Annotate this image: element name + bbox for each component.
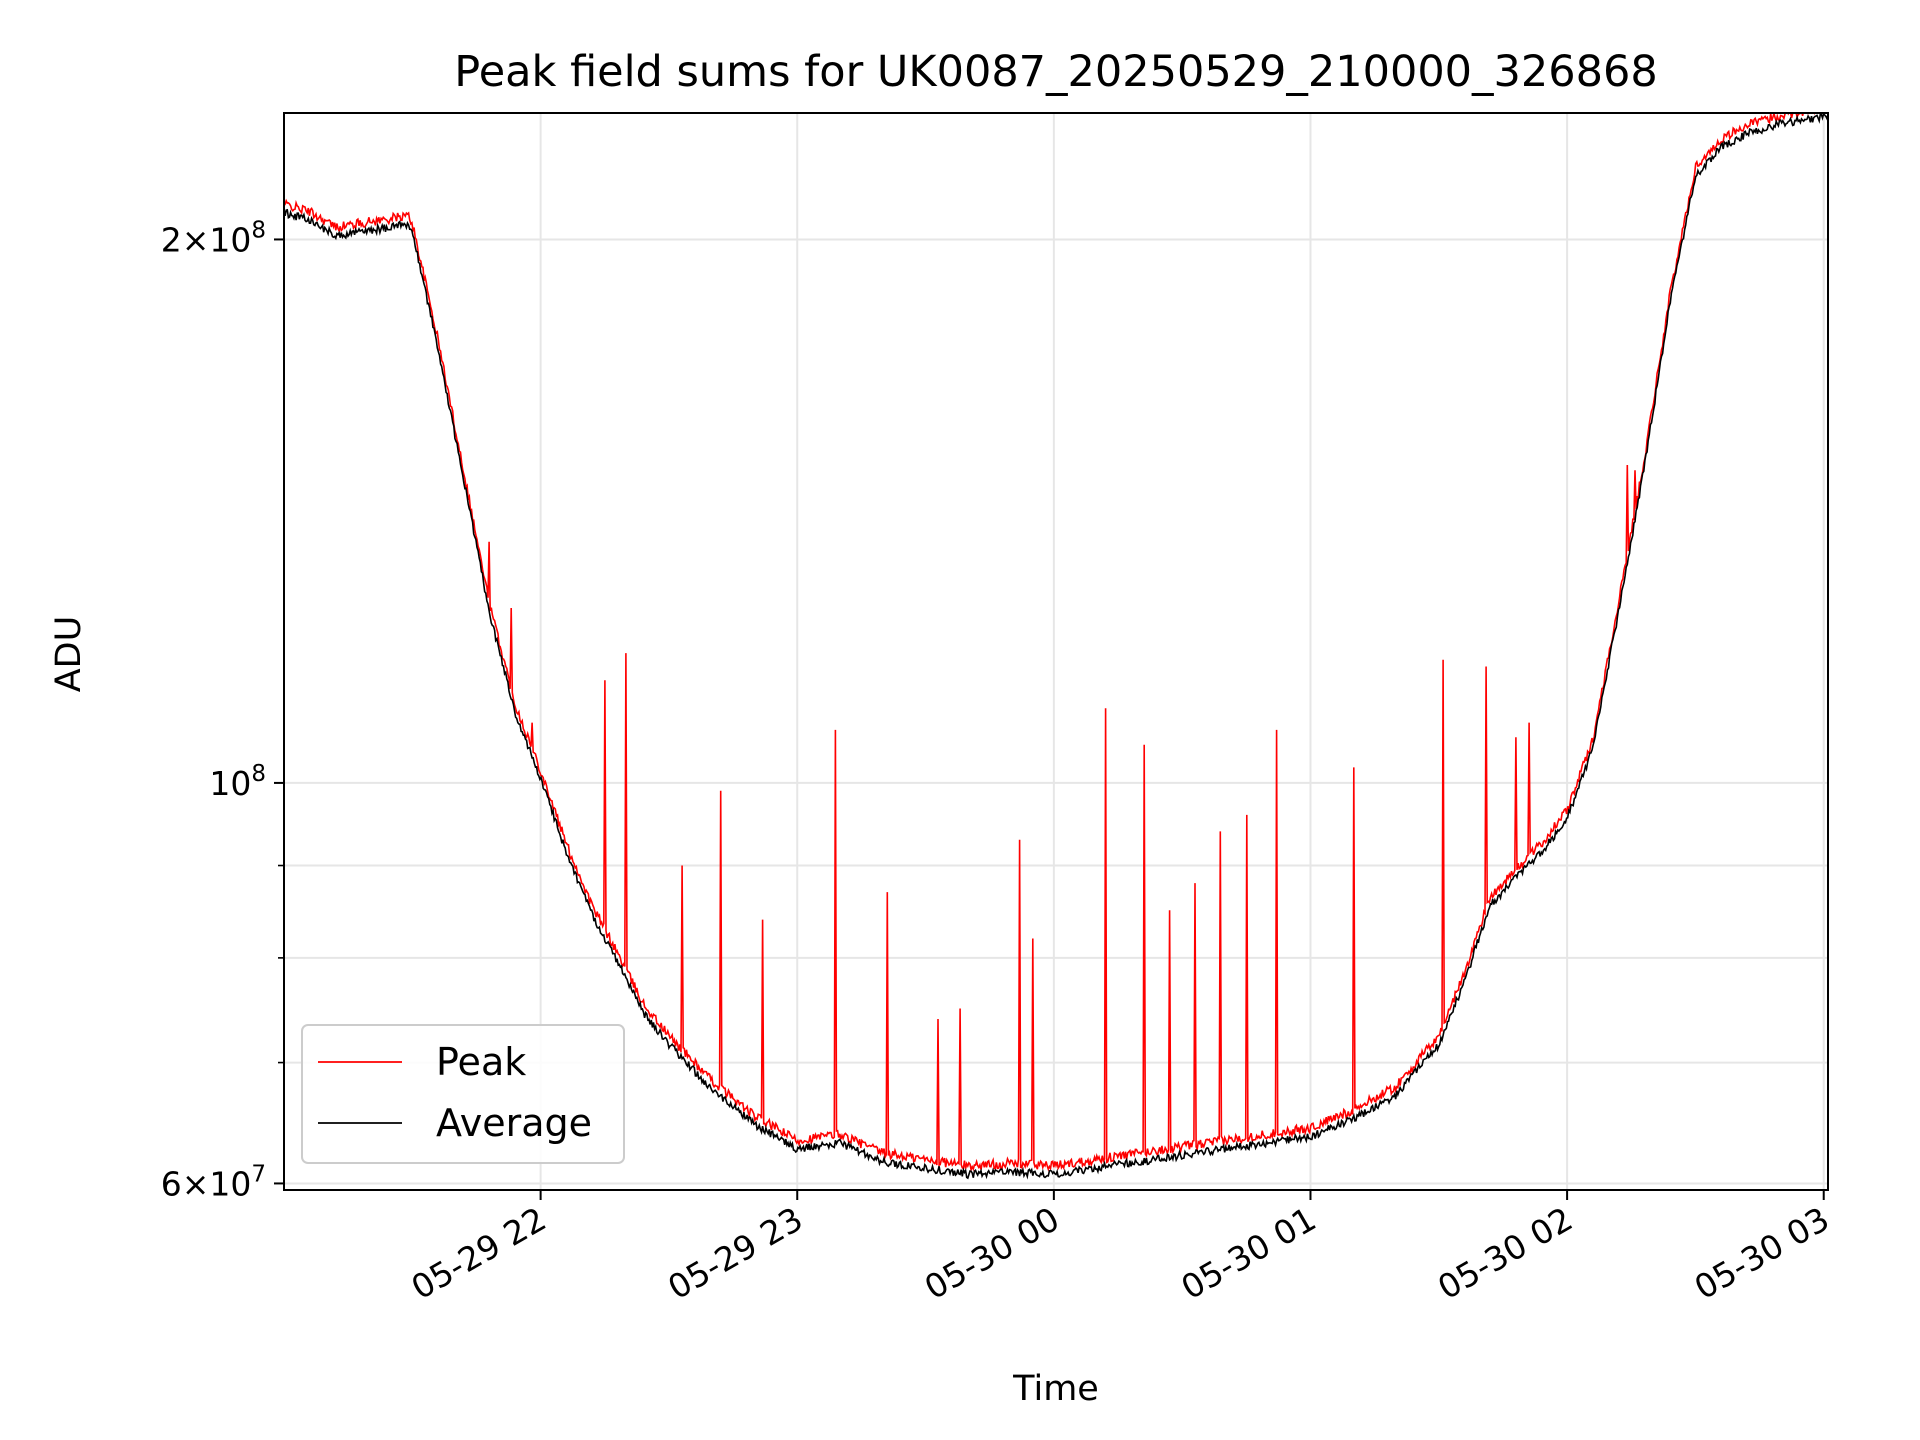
y-tick-label-base: 2×10 [161,220,252,259]
series-layer [284,113,1828,1180]
grid [284,113,1828,1190]
y-axis-title: ADU [49,616,89,693]
y-tick-label: 2×108 [161,217,266,259]
y-tick-label-exponent: 7 [251,1161,266,1187]
chart-title: Peak field sums for UK0087_20250529_2100… [454,47,1657,97]
legend-box [301,1024,625,1164]
legend: Peak Average [301,1024,625,1164]
series-average-line [284,113,1828,1180]
y-tick-label: 108 [209,761,266,803]
y-tick-label-base: 10 [209,764,251,803]
legend-label-average: Average [436,1101,592,1145]
y-tick-label-base: 6×10 [161,1164,252,1203]
x-axis-title: Time [1012,1369,1099,1409]
legend-label-peak: Peak [436,1040,526,1084]
y-tick-label-exponent: 8 [251,217,266,243]
plot-frame [283,112,1829,1191]
y-tick-label: 6×107 [161,1161,266,1203]
y-tick-label-exponent: 8 [251,761,266,787]
